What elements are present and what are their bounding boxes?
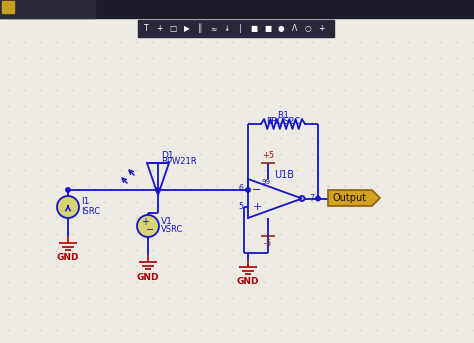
Text: V1: V1 xyxy=(161,216,173,225)
Circle shape xyxy=(246,188,250,192)
Text: ↓: ↓ xyxy=(224,24,230,33)
Text: GND: GND xyxy=(137,272,159,282)
Text: −: − xyxy=(252,185,262,195)
Text: +: + xyxy=(319,24,325,33)
Text: ▶: ▶ xyxy=(183,24,190,33)
Text: Output: Output xyxy=(333,193,367,203)
Circle shape xyxy=(137,215,159,237)
Text: +: + xyxy=(252,202,262,212)
Text: □: □ xyxy=(169,24,177,33)
Text: |: | xyxy=(239,24,242,33)
Text: ║: ║ xyxy=(198,24,202,33)
Polygon shape xyxy=(328,190,380,206)
Text: -5: -5 xyxy=(264,239,272,248)
Text: 6: 6 xyxy=(238,185,243,193)
Bar xyxy=(138,20,334,37)
Text: Λ: Λ xyxy=(292,24,297,33)
Text: ○: ○ xyxy=(305,24,311,33)
Text: GND: GND xyxy=(237,277,259,286)
Circle shape xyxy=(57,196,79,218)
Bar xyxy=(0,0,95,18)
Text: 5: 5 xyxy=(238,202,243,211)
Text: ≈: ≈ xyxy=(210,24,217,33)
Text: 7: 7 xyxy=(309,194,314,203)
Bar xyxy=(0,0,474,18)
Text: ■: ■ xyxy=(250,24,258,33)
Text: ●: ● xyxy=(278,24,284,33)
Circle shape xyxy=(316,196,320,201)
Text: ISRC: ISRC xyxy=(81,206,100,215)
Text: I1: I1 xyxy=(81,198,90,206)
Text: VSRC: VSRC xyxy=(161,225,183,235)
Text: BPW21R: BPW21R xyxy=(161,157,197,166)
Text: GND: GND xyxy=(57,253,79,262)
Text: 99: 99 xyxy=(262,179,271,185)
Text: +5: +5 xyxy=(262,151,274,159)
Text: R1: R1 xyxy=(277,110,289,119)
Bar xyxy=(2,1,14,13)
Text: EROS2C: EROS2C xyxy=(266,117,300,126)
Text: U1B: U1B xyxy=(274,170,294,180)
Text: −: − xyxy=(146,225,154,235)
Circle shape xyxy=(66,188,70,192)
Circle shape xyxy=(156,188,160,192)
Text: T: T xyxy=(144,24,148,33)
Text: ■: ■ xyxy=(264,24,271,33)
Text: Sheet1.SchDoc*: Sheet1.SchDoc* xyxy=(21,4,89,13)
Text: +: + xyxy=(141,217,149,227)
Text: D1: D1 xyxy=(161,152,173,161)
Text: +: + xyxy=(156,24,163,33)
